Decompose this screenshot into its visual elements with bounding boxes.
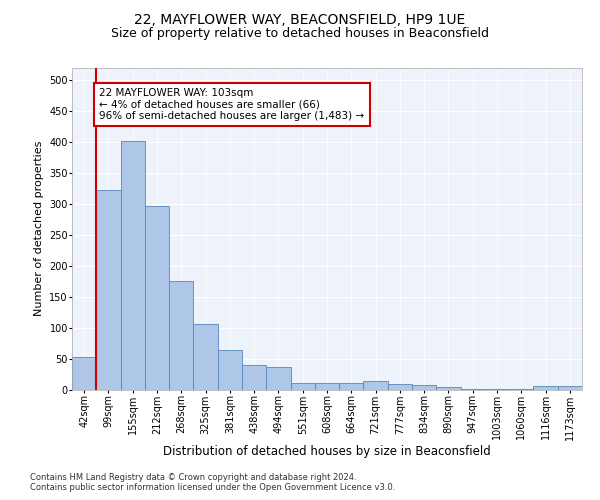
Text: Contains HM Land Registry data © Crown copyright and database right 2024.: Contains HM Land Registry data © Crown c…	[30, 474, 356, 482]
Bar	[193, 324, 218, 390]
Bar	[96, 190, 121, 390]
Y-axis label: Number of detached properties: Number of detached properties	[34, 141, 44, 316]
Bar	[72, 357, 96, 390]
Text: Contains public sector information licensed under the Open Government Licence v3: Contains public sector information licen…	[30, 484, 395, 492]
Text: 22, MAYFLOWER WAY, BEACONSFIELD, HP9 1UE: 22, MAYFLOWER WAY, BEACONSFIELD, HP9 1UE	[134, 12, 466, 26]
Text: Size of property relative to detached houses in Beaconsfield: Size of property relative to detached ho…	[111, 28, 489, 40]
Bar	[364, 380, 388, 390]
Bar	[169, 281, 193, 390]
Text: 22 MAYFLOWER WAY: 103sqm
← 4% of detached houses are smaller (66)
96% of semi-de: 22 MAYFLOWER WAY: 103sqm ← 4% of detache…	[99, 88, 364, 121]
Bar	[339, 383, 364, 390]
Bar	[218, 350, 242, 390]
Bar	[412, 385, 436, 390]
Bar	[558, 386, 582, 390]
X-axis label: Distribution of detached houses by size in Beaconsfield: Distribution of detached houses by size …	[163, 445, 491, 458]
Bar	[315, 383, 339, 390]
Bar	[242, 365, 266, 390]
Bar	[266, 367, 290, 390]
Bar	[461, 389, 485, 390]
Bar	[436, 387, 461, 390]
Bar	[290, 382, 315, 390]
Bar	[121, 142, 145, 390]
Bar	[145, 206, 169, 390]
Bar	[388, 384, 412, 390]
Bar	[533, 386, 558, 390]
